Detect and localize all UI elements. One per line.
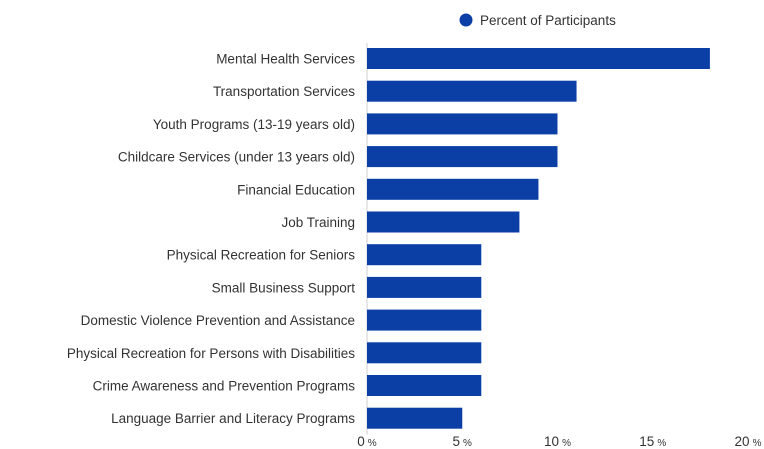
bar bbox=[367, 309, 482, 331]
category-label: Physical Recreation for Persons with Dis… bbox=[67, 346, 355, 361]
x-tick-label: 10% bbox=[544, 434, 571, 449]
category-label: Youth Programs (13-19 years old) bbox=[153, 117, 355, 132]
category-label: Physical Recreation for Seniors bbox=[167, 248, 356, 263]
category-label: Childcare Services (under 13 years old) bbox=[118, 150, 355, 165]
category-label: Language Barrier and Literacy Programs bbox=[111, 411, 355, 426]
x-tick-label: 20% bbox=[735, 434, 762, 449]
bar bbox=[367, 375, 482, 396]
bar bbox=[367, 244, 482, 266]
category-labels: Mental Health Services Transportation Ser… bbox=[67, 52, 355, 427]
category-label: Small Business Support bbox=[212, 280, 356, 295]
legend-label: Percent of Participants bbox=[480, 13, 616, 28]
category-label: Transportation Services bbox=[213, 84, 355, 99]
category-label: Financial Education bbox=[237, 182, 355, 197]
category-label: Job Training bbox=[281, 215, 355, 230]
bars bbox=[367, 48, 710, 429]
legend: Percent of Participants bbox=[459, 13, 616, 28]
bar bbox=[367, 178, 539, 200]
bar bbox=[367, 276, 482, 298]
bar bbox=[367, 407, 463, 429]
bar bbox=[367, 80, 577, 102]
x-tick-labels: 0% 5% 10% 15% 20% bbox=[357, 434, 761, 449]
category-label: Mental Health Services bbox=[216, 52, 355, 67]
legend-marker bbox=[459, 13, 473, 27]
x-tick-label: 15% bbox=[639, 434, 666, 449]
x-tick-label: 5% bbox=[453, 434, 473, 449]
bar bbox=[367, 146, 558, 168]
category-label: Domestic Violence Prevention and Assista… bbox=[81, 313, 355, 328]
category-label: Crime Awareness and Prevention Programs bbox=[93, 379, 356, 394]
bar bbox=[367, 342, 482, 364]
bar bbox=[367, 211, 520, 233]
bar bbox=[367, 48, 710, 69]
bar bbox=[367, 113, 558, 135]
x-tick-label: 0% bbox=[357, 434, 377, 449]
